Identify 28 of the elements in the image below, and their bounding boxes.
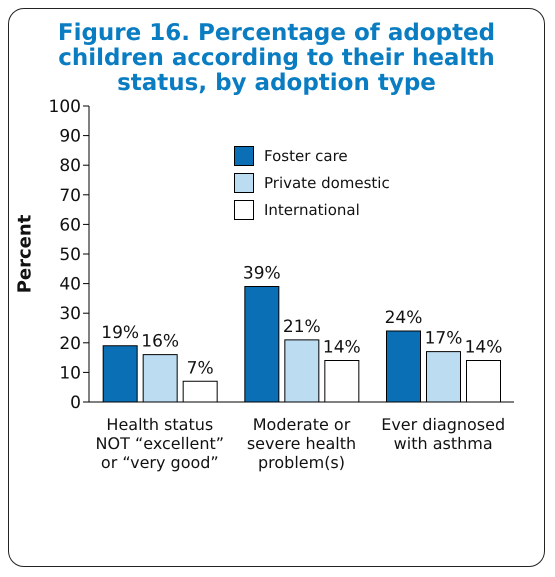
legend-label: Foster care: [264, 147, 348, 165]
y-tick-label: 20: [59, 334, 81, 354]
y-tick-label: 60: [59, 215, 81, 236]
y-tick-label: 50: [59, 245, 81, 266]
y-tick-label: 80: [59, 156, 81, 176]
data-label: 39%: [242, 264, 281, 284]
data-label: 21%: [282, 316, 321, 337]
y-tick-label: 10: [59, 363, 81, 384]
y-tick-label: 40: [59, 274, 81, 295]
y-tick-label: 30: [59, 304, 81, 324]
x-tick-label: Ever diagnosed with asthma: [381, 415, 506, 453]
data-label: 16%: [141, 332, 180, 352]
x-tick-label: Health status NOT “excellent” or “very good”: [96, 415, 224, 472]
y-axis-title: Percent: [14, 214, 36, 294]
data-label: 24%: [384, 308, 422, 328]
data-label: 7%: [186, 358, 214, 378]
y-tick-label: 100: [48, 97, 81, 118]
x-tick-label: Moderate or severe health problem(s): [246, 415, 356, 472]
data-label: 19%: [101, 322, 140, 343]
legend-label: International: [264, 201, 360, 219]
y-tick-label: 70: [59, 186, 81, 206]
data-label: 14%: [322, 338, 361, 358]
legend-label: Private domestic: [264, 174, 390, 192]
data-label: 17%: [424, 328, 462, 349]
y-tick-label: 0: [70, 393, 81, 414]
data-label: 14%: [464, 338, 502, 358]
chart-title: Figure 16. Percentage of adopted children according to their health status, by adoption type: [56, 20, 496, 96]
y-tick-label: 90: [59, 126, 81, 147]
